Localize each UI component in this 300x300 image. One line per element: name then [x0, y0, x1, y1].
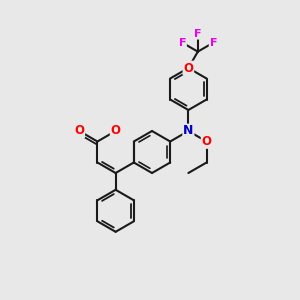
Text: O: O: [111, 124, 121, 137]
Text: F: F: [209, 38, 217, 48]
Text: F: F: [194, 29, 202, 39]
Text: O: O: [74, 124, 84, 137]
Text: O: O: [202, 135, 212, 148]
Text: F: F: [178, 38, 186, 48]
Text: O: O: [183, 61, 194, 74]
Text: N: N: [183, 124, 194, 137]
